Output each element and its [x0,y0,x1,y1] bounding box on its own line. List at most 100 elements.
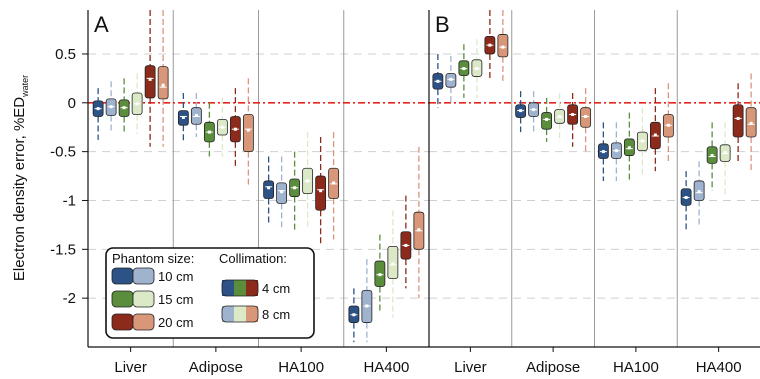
box-ha400-20cm_8cm [745,73,757,172]
legend-phantom-title: Phantom size: [112,251,194,266]
box-ha100-15cm_8cm [302,132,314,230]
mean-marker [584,114,588,118]
box-liver-10cm_8cm [445,55,457,103]
swatch-segment [246,280,258,296]
mean-marker [332,181,336,185]
swatch-segment [234,306,246,322]
mean-marker [365,304,369,308]
mean-marker [306,179,310,183]
box-adipose-15cm_8cm [216,97,228,157]
box-ha400-20cm_4cm [400,195,412,289]
mean-marker [161,83,165,87]
mean-marker [148,77,152,81]
mean-marker [417,228,421,232]
box-adipose-20cm_8cm [242,78,254,186]
y-axis-label-main: Electron density error, %ED [11,97,28,281]
legend-collimation-title: Collimation: [219,251,287,266]
mean-marker [135,102,139,106]
box-liver-20cm_8cm [497,10,509,84]
legend-size-label: 15 cm [158,292,193,307]
swatch-segment [222,280,234,296]
box-body [157,66,169,100]
box-adipose-15cm_4cm [541,97,553,142]
mean-marker [462,67,466,71]
box-body [315,175,327,211]
mean-marker [475,67,479,71]
box-ha100-20cm_8cm [662,83,674,162]
mean-marker [614,149,618,153]
x-tick-label: Adipose [526,359,580,376]
box-body [263,180,275,199]
x-tick-label: HA400 [363,359,409,376]
box-ha400-15cm_8cm [719,122,731,196]
box-ha100-10cm_4cm [263,156,275,225]
box-body [732,104,744,138]
mean-marker [488,43,492,47]
y-tick-label: 0 [68,95,76,112]
mean-marker [558,114,562,118]
box-ha100-20cm_4cm [315,136,327,245]
box-ha400-15cm_8cm [387,210,399,318]
box-adipose-15cm_8cm [554,93,566,142]
mean-marker [601,150,605,154]
box-ha400-15cm_4cm [374,234,386,313]
legend-collimation-label: 4 cm [262,281,290,296]
x-tick-label: Liver [114,359,147,376]
mean-marker [697,190,701,194]
mean-marker [96,107,100,111]
mean-marker [267,186,271,190]
mean-marker [501,45,505,49]
box-ha100-20cm_8cm [328,132,340,240]
mean-marker [378,273,382,277]
mean-marker [640,139,644,143]
box-liver-15cm_4cm [118,78,130,135]
swatch-8cm [132,290,155,308]
swatch-outline [221,305,259,323]
box-ha100-15cm_4cm [623,112,635,181]
box-adipose-15cm_4cm [203,102,215,157]
swatch-outline [221,279,259,297]
mean-marker [233,127,237,131]
box-ha400-10cm_4cm [680,171,692,230]
legend-collimation-swatch [221,279,259,297]
mean-marker [545,117,549,121]
mean-marker [109,105,113,109]
x-tick-label: Adipose [189,359,243,376]
box-ha100-15cm_8cm [636,107,648,177]
swatch-4cm [111,267,134,285]
box-ha100-10cm_8cm [610,122,622,181]
mean-marker [710,154,714,158]
panel-A: A [88,10,429,347]
y-tick-label: -1 [63,192,76,209]
box-ha100-10cm_4cm [597,122,609,181]
panel-label: A [94,12,109,37]
x-tick-label: Liver [454,359,487,376]
mean-marker [194,113,198,117]
legend-size-label: 20 cm [158,315,193,330]
box-liver-20cm_8cm [157,10,169,147]
swatch-segment [246,306,258,322]
box-liver-20cm_4cm [144,10,156,147]
x-tick-label: HA100 [613,359,659,376]
box-ha400-10cm_8cm [693,161,705,225]
mean-marker [627,146,631,150]
y-tick-label: -2 [63,290,76,307]
box-ha100-15cm_4cm [289,151,301,230]
legend-collimation-swatch [221,305,259,323]
mean-marker [352,313,356,317]
box-ha400-15cm_4cm [706,122,718,191]
legend: Phantom size: Collimation: 10 cm 15 cm 20 cm… [105,247,315,339]
y-axis-label: Electron density error, %EDwater [11,75,30,281]
panel-B: B [429,10,760,347]
y-tick-label: -0.5 [50,144,76,161]
mean-marker [181,115,185,119]
y-tick-label: -1.5 [50,241,76,258]
mean-marker [653,133,657,137]
swatch-4cm [111,290,134,308]
mean-marker [280,190,284,194]
legend-size-swatch [111,313,155,331]
mean-marker [532,108,536,112]
box-adipose-10cm_4cm [177,93,189,142]
box-adipose-10cm_4cm [515,91,527,133]
